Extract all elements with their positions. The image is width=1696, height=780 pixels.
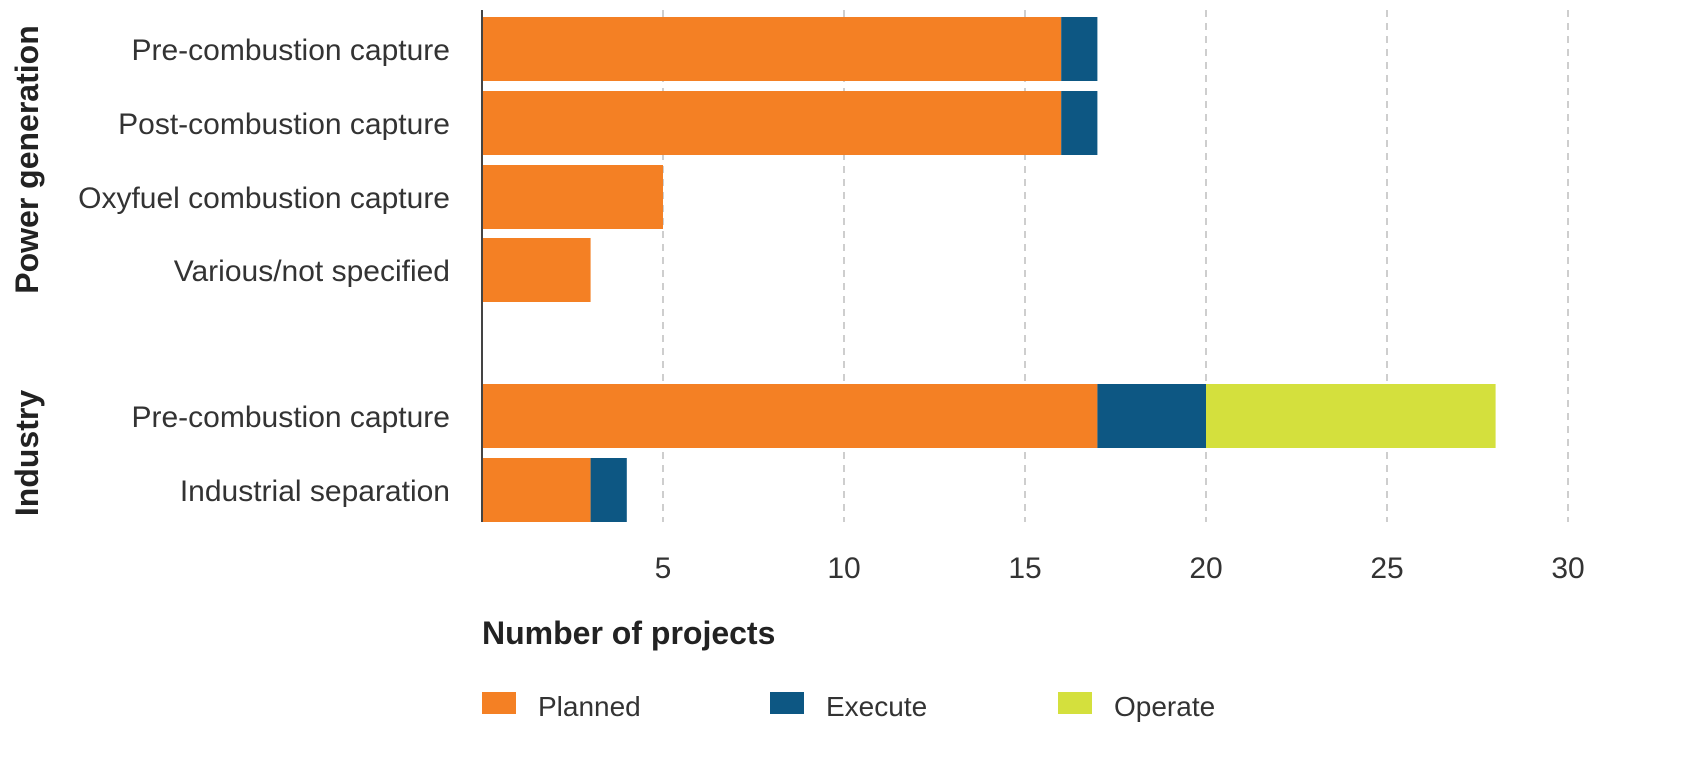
category-labels: Pre-combustion capture Post-combustion ca… xyxy=(78,34,450,508)
bar-planned-1 xyxy=(482,91,1062,155)
bar-execute-4 xyxy=(1097,384,1206,448)
bar-planned-3 xyxy=(482,238,591,302)
bar-planned-0 xyxy=(482,17,1062,81)
group-label: Industry xyxy=(9,390,45,516)
category-label: Post-combustion capture xyxy=(118,108,450,141)
bar-planned-2 xyxy=(482,165,663,229)
bar-execute-5 xyxy=(590,458,627,522)
x-tick-label: 30 xyxy=(1551,552,1584,585)
legend-label-operate: Operate xyxy=(1114,691,1215,722)
x-tick-labels: 5 10 15 20 25 30 xyxy=(655,552,1585,585)
category-label: Pre-combustion capture xyxy=(132,401,451,434)
legend-swatch-operate xyxy=(1058,692,1092,714)
legend-swatch-execute xyxy=(770,692,804,714)
legend-swatch-planned xyxy=(482,692,516,714)
bar-planned-5 xyxy=(482,458,591,522)
group-labels: Power generation Industry xyxy=(9,25,45,516)
bar-planned-4 xyxy=(482,384,1098,448)
x-axis-label: Number of projects xyxy=(482,615,775,651)
x-tick-label: 20 xyxy=(1189,552,1222,585)
x-tick-label: 25 xyxy=(1370,552,1403,585)
legend: Planned Execute Operate xyxy=(482,691,1215,722)
legend-label-execute: Execute xyxy=(826,691,927,722)
bar-execute-0 xyxy=(1061,17,1098,81)
x-tick-label: 15 xyxy=(1008,552,1041,585)
category-label: Oxyfuel combustion capture xyxy=(78,182,450,215)
category-label: Pre-combustion capture xyxy=(132,34,451,67)
legend-label-planned: Planned xyxy=(538,691,641,722)
bars xyxy=(482,17,1496,522)
category-label: Industrial separation xyxy=(180,475,450,508)
group-label: Power generation xyxy=(9,25,45,294)
x-tick-label: 10 xyxy=(827,552,860,585)
bar-execute-1 xyxy=(1061,91,1098,155)
x-tick-label: 5 xyxy=(655,552,672,585)
category-label: Various/not specified xyxy=(174,255,450,288)
bar-operate-4 xyxy=(1206,384,1496,448)
